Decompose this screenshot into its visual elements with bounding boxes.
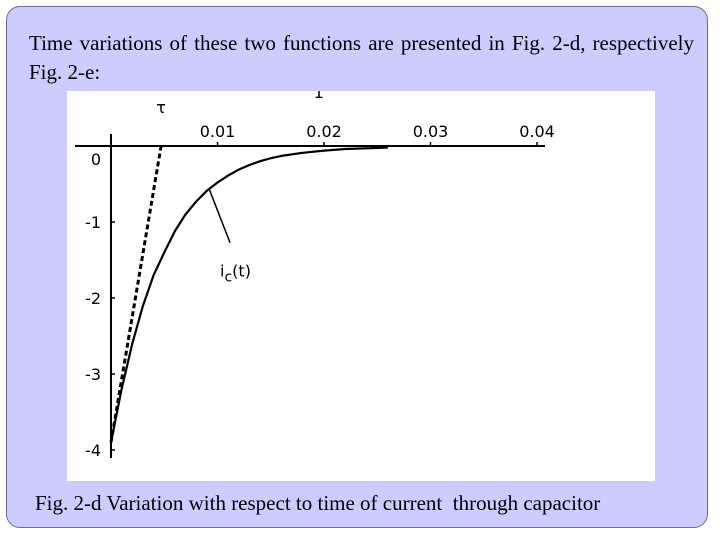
tau-marker-label: τ — [156, 98, 166, 117]
y-tick-label: -4 — [85, 441, 101, 460]
slide-panel: Time variations of these two functions a… — [6, 6, 708, 528]
chart-panel: 0.01 0.02 0.03 0.04 0 -1 -2 -3 -4 τ 1 ic(t) — [67, 91, 655, 481]
y-tick-label: -3 — [85, 365, 101, 384]
x-tick-label: 0.02 — [306, 122, 342, 141]
y-tick-label: -1 — [85, 213, 101, 232]
x-tick-label: 0.04 — [519, 122, 555, 141]
x-tick-label: 0.01 — [200, 122, 236, 141]
x-tick-label: 0.03 — [413, 122, 449, 141]
curve-label-leader-line — [208, 188, 231, 243]
curve-label: ic(t) — [220, 262, 251, 286]
tangent-dashed-line — [109, 145, 163, 443]
capacitor-current-curve — [109, 146, 388, 443]
y-tick-label: 0 — [91, 150, 101, 169]
marker-one-label: 1 — [314, 91, 324, 102]
figure-caption: Fig. 2-d Variation with respect to time … — [35, 491, 601, 515]
y-tick-label: -2 — [85, 289, 101, 308]
intro-text: Time variations of these two functions a… — [29, 31, 694, 84]
capacitor-current-chart: 0.01 0.02 0.03 0.04 0 -1 -2 -3 -4 τ 1 ic(t) — [75, 91, 555, 460]
